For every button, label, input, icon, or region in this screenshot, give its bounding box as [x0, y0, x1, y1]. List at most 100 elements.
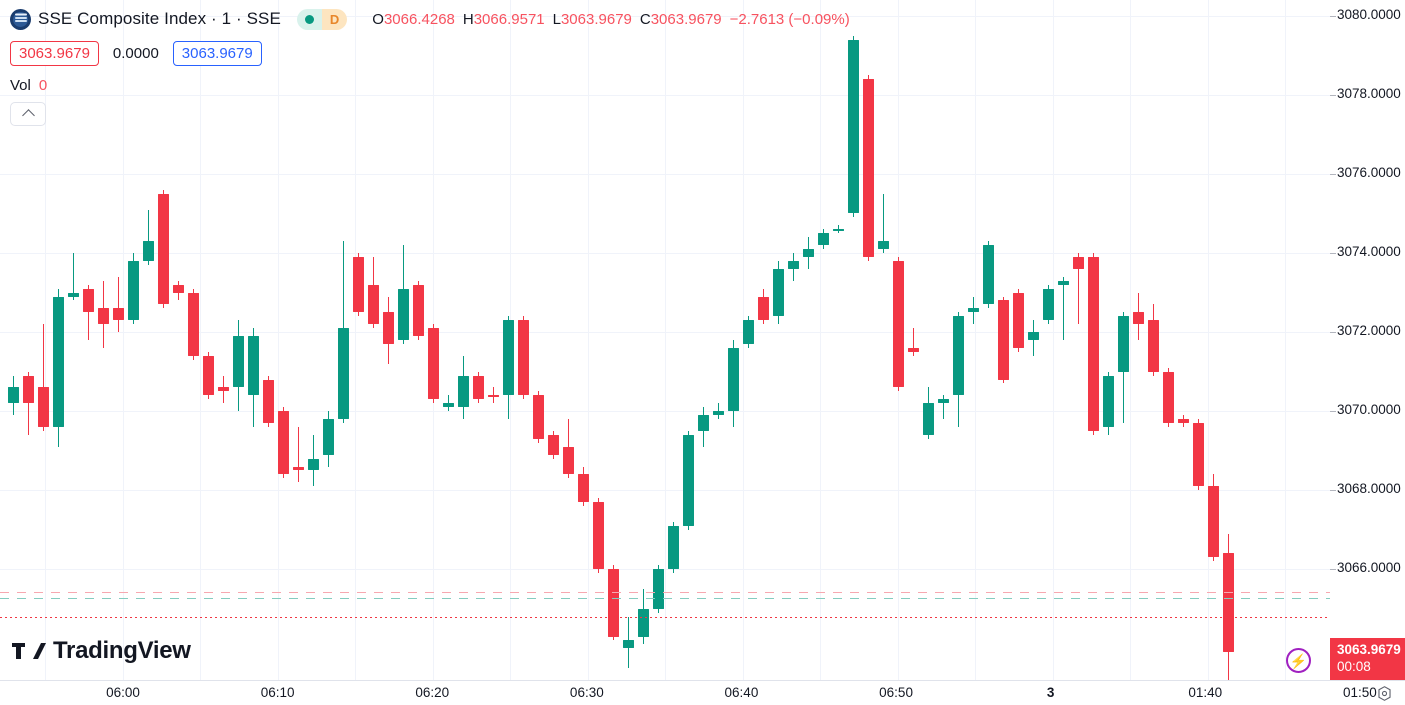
candle-body — [458, 375, 469, 408]
current-price-badge[interactable]: 3063.9679 00:08 — [1330, 637, 1405, 681]
candle-wick — [1062, 276, 1065, 340]
time-axis-tick: 06:30 — [569, 685, 604, 700]
grid-hline — [0, 332, 1330, 333]
grid-vline — [665, 0, 666, 680]
candle-body — [218, 387, 229, 392]
tradingview-watermark: TradingView — [12, 637, 191, 665]
grid-vline — [355, 0, 356, 680]
grid-vline — [1130, 0, 1131, 680]
candle-body — [623, 640, 634, 649]
status-badge[interactable]: D — [296, 8, 348, 30]
chart-settings-gear-icon[interactable] — [1376, 685, 1393, 702]
chevron-up-icon — [21, 109, 35, 122]
candle-body — [1103, 375, 1114, 427]
grid-vline — [587, 0, 589, 680]
price-axis[interactable]: 3066.0000 3068.0000 3070.0000 3072.0000 3074… — [1330, 0, 1405, 681]
time-axis[interactable]: 06:00 06:10 06:20 06:30 06:40 06:50 3 01:40 01:5… — [0, 680, 1405, 705]
candle-body — [1043, 288, 1054, 321]
candle-body — [443, 403, 454, 408]
candle-body — [38, 387, 49, 427]
candle-body — [563, 446, 574, 475]
candle-body — [1088, 256, 1099, 431]
candle-body — [968, 308, 979, 313]
candle-wick — [147, 209, 150, 265]
candle-body — [1028, 332, 1039, 340]
price-axis-tick: 3072.0000 — [1337, 323, 1401, 339]
ohlc-high-value: 3066.9571 — [473, 10, 545, 28]
candle-body — [743, 320, 754, 344]
time-axis-tick: 06:00 — [106, 685, 140, 700]
candle-wick — [882, 193, 885, 254]
buy-price-box[interactable]: 3063.9679 — [172, 41, 262, 66]
price-axis-tick-mark — [1330, 569, 1336, 570]
lightning-bolt-icon[interactable]: ⚡ — [1286, 648, 1311, 673]
tradingview-watermark-text: TradingView — [53, 637, 191, 664]
candle-body — [668, 525, 679, 570]
candle-body — [68, 292, 79, 297]
candle-body — [578, 474, 589, 503]
candle-body — [488, 395, 499, 397]
candle-wick — [912, 328, 915, 356]
grid-hline — [0, 569, 1330, 570]
candle-body — [548, 434, 559, 455]
grid-hline — [0, 490, 1330, 491]
time-axis-tick: 3 — [1046, 685, 1055, 700]
candle-body — [653, 569, 664, 609]
candle-body — [1163, 371, 1174, 424]
candle-body — [383, 312, 394, 344]
price-axis-tick-mark — [1330, 16, 1336, 17]
candle-body — [203, 355, 214, 396]
candle-body — [188, 292, 199, 356]
candle-body — [908, 347, 919, 352]
prev-close-line — [0, 592, 1330, 593]
ohlc-open-value: 3066.4268 — [383, 10, 455, 28]
candle-wick — [297, 426, 300, 483]
price-axis-tick: 3080.0000 — [1337, 6, 1401, 22]
ohlc-change: −2.7613 (−0.09%) — [729, 10, 850, 28]
ohlc-low-key: L — [552, 10, 561, 28]
candle-body — [83, 288, 94, 313]
candle-wick — [117, 276, 120, 333]
candle-body — [23, 375, 34, 404]
ohlc-high-key: H — [462, 10, 474, 28]
price-axis-tick: 3066.0000 — [1337, 560, 1401, 576]
current-price-line — [0, 617, 1330, 618]
candle-body — [1193, 423, 1204, 487]
candle-body — [323, 419, 334, 455]
candle-body — [413, 284, 424, 337]
candle-body — [428, 328, 439, 400]
time-axis-tick: 06:20 — [415, 685, 450, 700]
collapse-legend-button[interactable] — [10, 102, 46, 126]
current-price-value: 3063.9679 — [1337, 641, 1401, 657]
sell-price-box[interactable]: 3063.9679 — [10, 41, 99, 66]
grid-hline — [0, 95, 1330, 96]
price-axis-tick: 3074.0000 — [1337, 244, 1401, 260]
price-axis-tick-mark — [1330, 174, 1336, 175]
grid-hline — [0, 174, 1330, 175]
page-title[interactable]: SSE Composite Index · 1 · SSE — [38, 9, 281, 28]
candle-body — [848, 39, 859, 214]
chart-legend: SSE Composite Index · 1 · SSE D O3066.42… — [10, 4, 1110, 126]
candle-wick — [27, 371, 30, 435]
candle-body — [128, 260, 139, 321]
candle-body — [728, 347, 739, 412]
grid-vline — [1285, 0, 1286, 680]
sse-logo-icon — [10, 8, 31, 30]
candlestick-plot[interactable] — [0, 0, 1330, 680]
candle-body — [8, 387, 19, 404]
time-axis-tick: 06:10 — [260, 685, 295, 700]
candle-body — [173, 284, 184, 293]
candle-body — [248, 336, 259, 396]
candle-body — [113, 308, 124, 321]
candle-body — [1133, 312, 1144, 325]
grid-vline — [975, 0, 976, 680]
volume-legend: Vol 0 — [10, 77, 1110, 94]
candle-body — [758, 296, 769, 321]
candle-wick — [87, 284, 90, 340]
candle-body — [263, 379, 274, 424]
candle-body — [398, 288, 409, 340]
candle-body — [983, 245, 994, 305]
candle-body — [278, 411, 289, 475]
candle-body — [158, 193, 169, 305]
candle-body — [308, 458, 319, 471]
